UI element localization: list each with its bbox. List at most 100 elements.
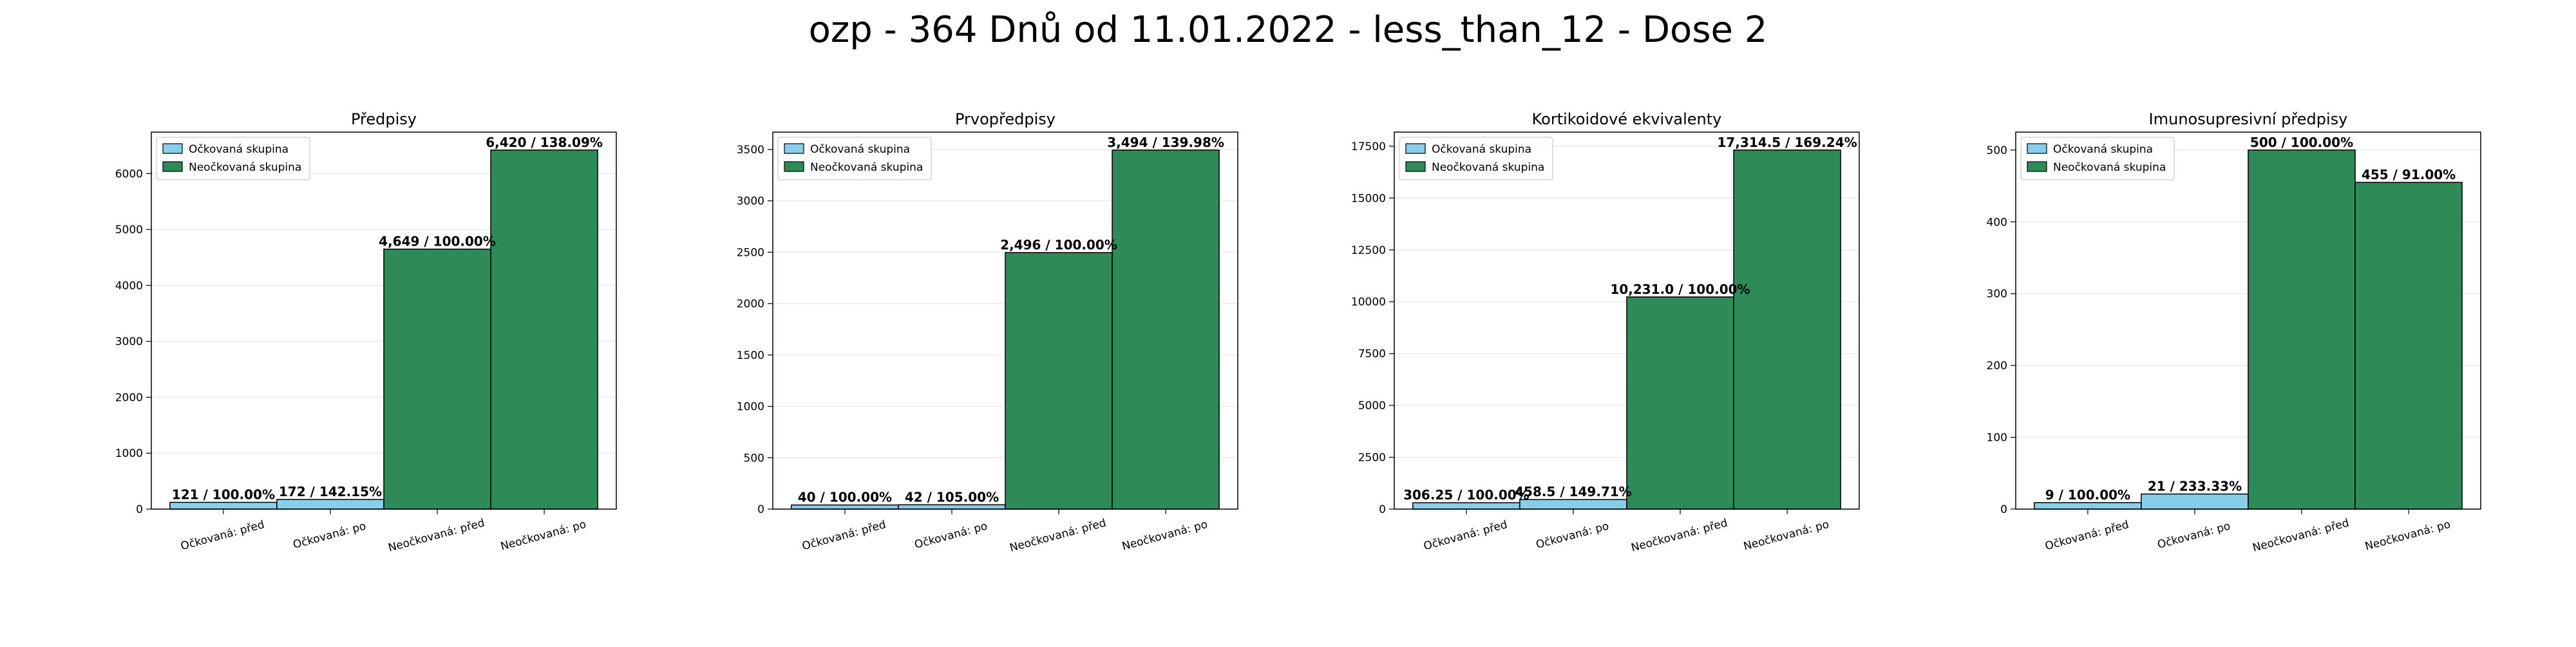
bar-value-label: 4,649 / 100.00%: [379, 234, 496, 249]
bar-value-label: 306.25 / 100.00%: [1403, 487, 1530, 503]
legend: Očkovaná skupina Neočkovaná skupina: [156, 137, 310, 180]
bar-2: [2141, 493, 2249, 510]
y-tick-label: 100: [1987, 432, 2007, 445]
y-tick-label: 3000: [737, 195, 764, 208]
figure-title: ozp - 364 Dnů od 11.01.2022 - less_than_…: [808, 9, 1768, 51]
legend: Očkovaná skupina Neočkovaná skupina: [777, 137, 932, 180]
y-tick-label: 1000: [737, 401, 764, 414]
y-tick-label: 500: [744, 452, 764, 465]
y-tick-label: 0: [1379, 503, 1386, 516]
chart-title: Imunosupresivní předpisy: [2149, 110, 2348, 128]
bar-value-label: 172 / 142.15%: [279, 484, 382, 499]
legend-swatch: [2027, 161, 2047, 172]
y-tick-label: 5000: [115, 224, 143, 237]
y-tick-label: 10000: [1351, 296, 1386, 309]
bar-value-label: 9 / 100.00%: [2045, 487, 2130, 503]
y-tick-label: 5000: [1358, 400, 1386, 412]
y-tick-label: 6000: [115, 168, 143, 180]
chart-panel-3: Kortikoidové ekvivalenty 0 2500 5000 7500 100…: [1243, 0, 1887, 647]
legend-label: Neočkovaná skupina: [810, 161, 923, 174]
bar-4: [490, 150, 598, 510]
x-tick-label: Neočkovaná: před: [1009, 517, 1108, 555]
x-tick-label: Očkovaná: po: [292, 519, 368, 551]
legend-swatch: [784, 143, 804, 154]
bar-2: [898, 504, 1006, 510]
legend-label: Očkovaná skupina: [810, 143, 910, 156]
bar-1: [2034, 502, 2142, 510]
axes-frame: [772, 131, 1238, 510]
y-tick-label: 0: [136, 503, 143, 516]
bar-value-label: 458.5 / 149.71%: [1515, 484, 1632, 499]
legend-label: Neočkovaná skupina: [1432, 161, 1544, 174]
bar-value-label: 21 / 233.33%: [2148, 479, 2242, 494]
axes-frame: [151, 131, 617, 510]
axes-frame: [2015, 131, 2481, 510]
y-tick-label: 4000: [115, 280, 143, 293]
x-tick-label: Neočkovaná: po: [2363, 518, 2452, 554]
legend-label: Neočkovaná skupina: [189, 161, 301, 174]
x-tick-label: Očkovaná: po: [2156, 519, 2232, 551]
x-tick-label: Očkovaná: po: [913, 519, 989, 551]
x-tick-label: Neočkovaná: po: [1121, 518, 1209, 554]
legend-label: Očkovaná skupina: [189, 143, 289, 156]
bar-4: [2354, 182, 2463, 510]
bar-value-label: 17,314.5 / 169.24%: [1718, 135, 1857, 150]
y-tick-label: 200: [1987, 360, 2007, 372]
y-tick-label: 3000: [115, 336, 143, 349]
y-tick-label: 12500: [1351, 244, 1386, 257]
legend-swatch: [162, 143, 183, 154]
legend-swatch: [1405, 143, 1426, 154]
y-tick-label: 2000: [737, 298, 764, 311]
bar-3: [2248, 150, 2356, 510]
legend-swatch: [1405, 161, 1426, 172]
y-tick-label: 1000: [115, 447, 143, 460]
y-tick-label: 0: [2000, 503, 2007, 516]
legend-swatch: [2027, 143, 2047, 154]
chart-1: Předpisy 0 1000 2000 3000 4000 5000 6000 121 / 1…: [115, 110, 617, 555]
x-tick-label: Očkovaná: před: [1422, 518, 1508, 553]
x-tick-label: Očkovaná: po: [1535, 519, 1611, 551]
bar-value-label: 40 / 100.00%: [798, 490, 892, 505]
legend-swatch: [784, 161, 804, 172]
y-tick-label: 1500: [737, 349, 764, 362]
x-tick-label: Očkovaná: před: [179, 518, 265, 553]
bar-3: [1005, 252, 1113, 510]
chart-panel-2: Prvopředpisy 0 500 1000 1500 2000 2500 3000 3500…: [621, 0, 1265, 647]
chart-title: Předpisy: [351, 110, 417, 128]
bar-value-label: 42 / 105.00%: [905, 489, 999, 505]
chart-2: Prvopředpisy 0 500 1000 1500 2000 2500 3000 3500…: [737, 110, 1238, 555]
y-tick-label: 300: [1987, 288, 2007, 301]
bar-3: [383, 248, 491, 510]
chart-title: Kortikoidové ekvivalenty: [1532, 110, 1722, 128]
bar-1: [1412, 502, 1520, 510]
legend-label: Očkovaná skupina: [2053, 143, 2153, 156]
chart-panel-1: Předpisy 0 1000 2000 3000 4000 5000 6000 121 / 1…: [0, 0, 644, 647]
bar-value-label: 455 / 91.00%: [2362, 167, 2456, 182]
y-tick-label: 400: [1987, 216, 2007, 229]
x-tick-label: Neočkovaná: před: [387, 517, 486, 555]
bar-1: [169, 501, 278, 510]
chart-4: Imunosupresivní předpisy 0 100 200 300 400 500…: [1987, 110, 2481, 555]
x-tick-label: Neočkovaná: před: [1630, 517, 1729, 555]
y-tick-label: 0: [757, 503, 764, 516]
bar-value-label: 3,494 / 139.98%: [1107, 135, 1224, 150]
bar-1: [791, 504, 899, 510]
bar-2: [276, 499, 384, 510]
y-tick-label: 7500: [1358, 348, 1386, 361]
x-tick-label: Neočkovaná: po: [499, 518, 587, 554]
y-tick-label: 2500: [1358, 452, 1386, 465]
legend-label: Neočkovaná skupina: [2053, 161, 2166, 174]
bar-2: [1519, 499, 1627, 510]
legend: Očkovaná skupina Neočkovaná skupina: [1399, 137, 1553, 180]
bar-value-label: 121 / 100.00%: [172, 487, 275, 502]
x-tick-label: Očkovaná: před: [800, 518, 887, 553]
x-tick-label: Neočkovaná: před: [2251, 517, 2351, 555]
y-tick-label: 2000: [115, 391, 143, 404]
y-tick-label: 15000: [1351, 192, 1386, 205]
legend: Očkovaná skupina Neočkovaná skupina: [2020, 137, 2175, 180]
y-tick-label: 3500: [737, 144, 764, 157]
chart-title: Prvopředpisy: [955, 110, 1056, 128]
bar-3: [1626, 296, 1734, 510]
chart-3: Kortikoidové ekvivalenty 0 2500 5000 7500 100…: [1351, 110, 1860, 555]
legend-box: [2020, 137, 2175, 180]
